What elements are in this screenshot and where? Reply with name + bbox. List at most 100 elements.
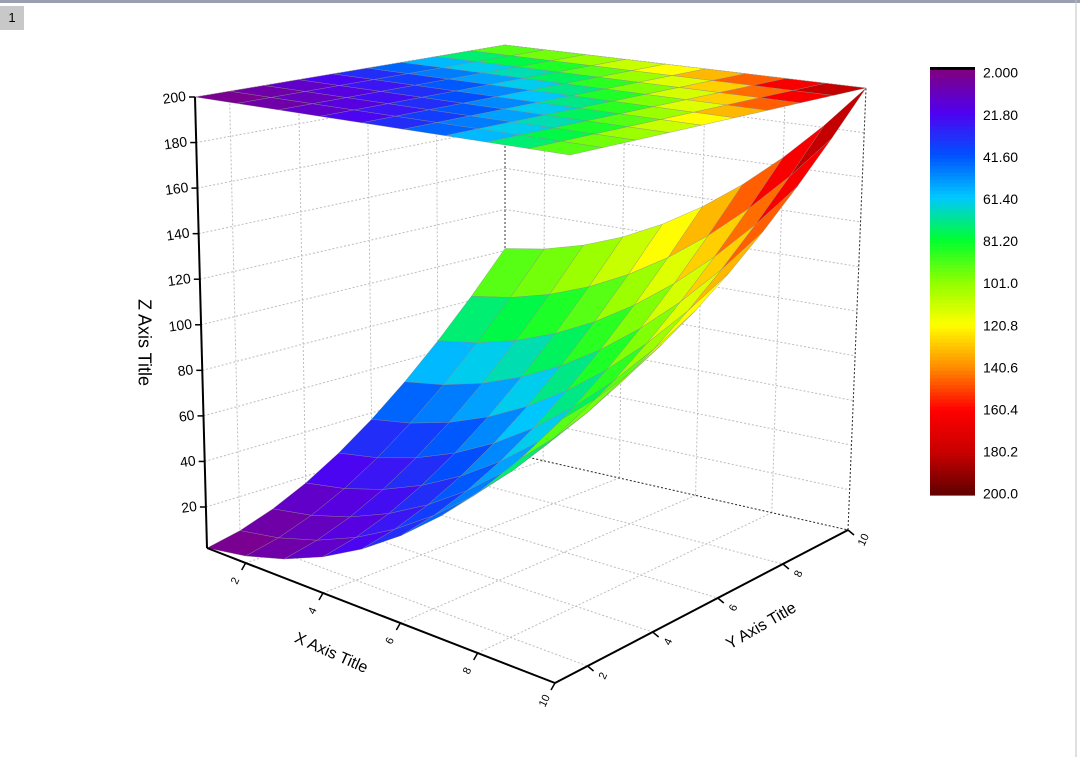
x-tick — [473, 652, 479, 661]
colorbar-segment — [930, 286, 975, 291]
colorbar-segment — [930, 105, 975, 110]
colorbar-label: 2.000 — [983, 65, 1018, 81]
y-tick-label: 8 — [792, 569, 805, 580]
colorbar-label: 101.0 — [983, 275, 1018, 291]
colorbar-segment — [930, 339, 975, 344]
wall-grid-line — [366, 68, 374, 495]
colorbar-segment — [930, 73, 975, 78]
colorbar-segment — [930, 162, 975, 167]
z-tick-label: 180 — [163, 133, 189, 152]
z-tick-label: 120 — [166, 270, 192, 289]
colorbar-segment — [930, 240, 975, 245]
colorbar-segment — [930, 321, 975, 326]
colorbar-segment — [930, 158, 975, 163]
colorbar-segment — [930, 477, 975, 482]
colorbar-segment — [930, 424, 975, 429]
colorbar-segment — [930, 360, 975, 365]
z-axis-title: Z Axis Title — [134, 299, 154, 386]
wall-grid-line — [202, 291, 506, 371]
colorbar-segment — [930, 406, 975, 411]
x-tick-label: 6 — [384, 636, 397, 647]
colorbar-segment — [930, 417, 975, 422]
z-tick-label: 20 — [180, 498, 198, 516]
box-edge — [847, 87, 867, 531]
colorbar-segment — [930, 101, 975, 107]
floor-grid-line — [400, 494, 696, 624]
colorbar-segment — [930, 257, 975, 262]
colorbar-segment — [930, 303, 975, 308]
z-tick-label: 80 — [177, 361, 195, 379]
surface-layer — [194, 44, 867, 560]
colorbar-segment — [930, 70, 975, 75]
colorbar-segment — [930, 193, 975, 199]
colorbar-segment — [930, 250, 975, 255]
colorbar-segment — [930, 268, 975, 273]
colorbar-segment — [930, 438, 975, 443]
y-tick — [717, 597, 725, 604]
colorbar-segment — [930, 346, 975, 351]
colorbar-segment — [930, 445, 975, 450]
wall-grid-line — [504, 250, 857, 312]
colorbar-segment — [930, 473, 975, 478]
colorbar-segment — [930, 116, 975, 121]
colorbar-segment — [930, 222, 975, 227]
colorbar-segment — [930, 441, 975, 447]
colorbar-segment — [930, 211, 975, 216]
x-axis-title: X Axis Title — [292, 630, 370, 677]
floor-grid-line — [322, 477, 620, 594]
colorbar-segment — [930, 431, 975, 436]
x-tick — [241, 562, 247, 571]
colorbar-segment — [930, 363, 975, 369]
y-tick-label: 4 — [662, 637, 675, 648]
x-axis — [206, 547, 556, 684]
colorbar-segment — [930, 80, 975, 85]
colorbar-segment — [930, 126, 975, 131]
colorbar-segment — [930, 91, 975, 96]
colorbar-label: 180.2 — [983, 444, 1018, 460]
floor-grid-line — [239, 536, 588, 667]
colorbar-segment — [930, 307, 975, 312]
colorbar-segment — [930, 367, 975, 372]
colorbar-segment — [930, 176, 975, 181]
y-tick — [652, 631, 660, 638]
z-tick-label: 60 — [178, 407, 196, 425]
colorbar-segment — [930, 480, 975, 485]
colorbar-label: 81.20 — [983, 233, 1018, 249]
colorbar-segment — [930, 87, 975, 92]
z-tick-label: 40 — [179, 452, 197, 470]
window-tab[interactable]: 1 — [0, 6, 24, 30]
floor-grid-line — [477, 512, 772, 654]
colorbar-segment — [930, 208, 975, 213]
colorbar-label: 160.4 — [983, 402, 1018, 418]
colorbar-segment — [930, 190, 975, 195]
y-tick — [847, 529, 855, 536]
x-tick-label: 4 — [306, 606, 319, 617]
colorbar-segment — [930, 410, 975, 415]
colorbar-segment — [930, 300, 975, 305]
colorbar-segment — [930, 144, 975, 149]
y-tick — [782, 563, 790, 570]
colorbar-segment — [930, 448, 975, 454]
colorbar-label: 61.40 — [983, 191, 1018, 207]
z-tick-label: 160 — [164, 179, 190, 198]
colorbar-label: 140.6 — [983, 359, 1018, 375]
colorbar-label: 21.80 — [983, 107, 1018, 123]
colorbar-segment — [930, 225, 975, 230]
window-top-border — [0, 0, 1080, 3]
colorbar-segment — [930, 94, 975, 99]
colorbar-segment — [930, 420, 975, 425]
colorbar-segment — [930, 378, 975, 383]
colorbar-segment — [930, 254, 975, 259]
colorbar-segment — [930, 271, 975, 277]
colorbar-segment — [930, 261, 975, 266]
colorbar-segment — [930, 140, 975, 145]
colorbar-segment — [930, 452, 975, 457]
wall-grid-line — [504, 167, 861, 223]
colorbar-segment — [930, 342, 975, 347]
colorbar-segment — [930, 385, 975, 390]
colorbar-segment — [930, 165, 975, 170]
colorbar-segment — [930, 381, 975, 386]
colorbar-segment — [930, 374, 975, 379]
colorbar-segment — [930, 215, 975, 220]
colorbar-segment — [930, 402, 975, 408]
